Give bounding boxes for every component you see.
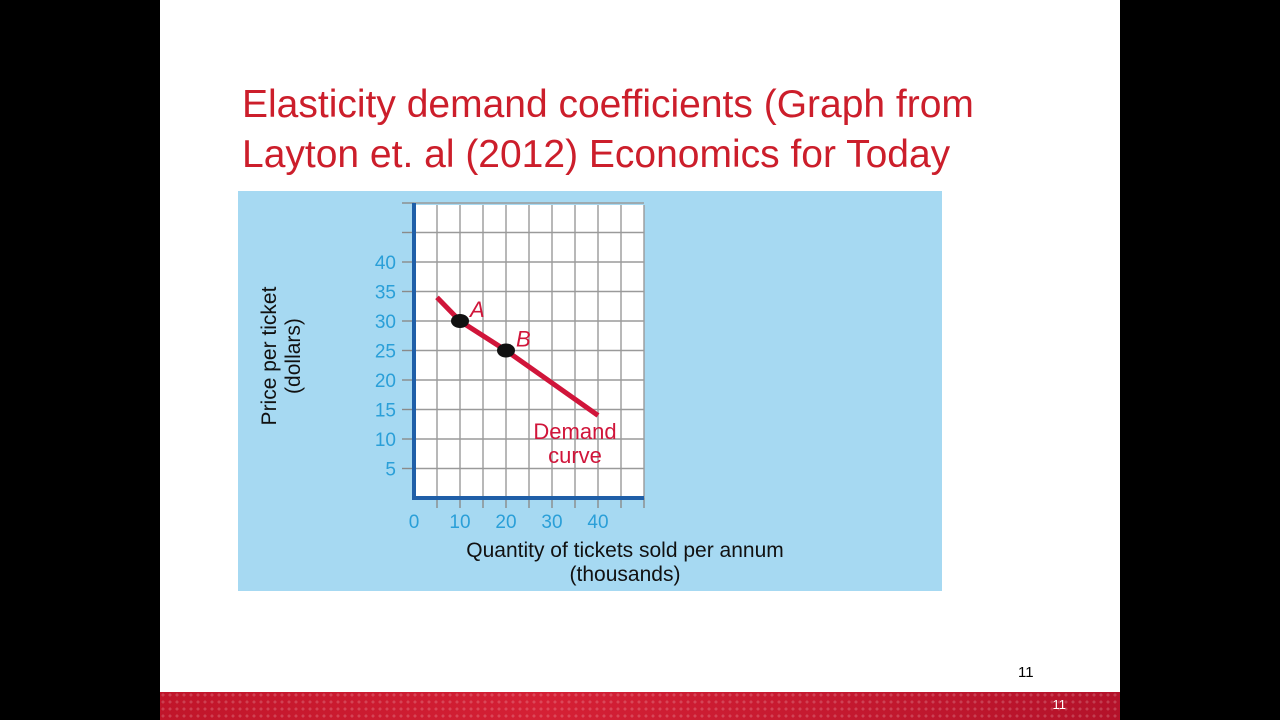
chart-panel: 5 10 15 20 25 30 35 40 0 10 20 30 40 A B Demand curve Qua… xyxy=(238,191,942,591)
footer-page-number: 11 xyxy=(1052,697,1067,712)
y-tick-label: 10 xyxy=(375,430,396,451)
slide-title-line-1: Elasticity demand coefficients (Graph fr… xyxy=(242,83,974,126)
x-axis-label: Quantity of tickets sold per annum xyxy=(466,539,784,562)
y-tick-label: 5 xyxy=(385,460,396,481)
y-tick-label: 25 xyxy=(375,342,396,363)
y-tick-label: 35 xyxy=(375,283,396,304)
x-tick-label: 10 xyxy=(449,512,470,533)
y-axis-label: (dollars) xyxy=(282,318,305,394)
footer-bar: 11 xyxy=(160,692,1120,720)
slide: Elasticity demand coefficients (Graph fr… xyxy=(160,0,1120,720)
demand-curve-annotation: Demand xyxy=(533,419,616,444)
demand-curve-annotation: curve xyxy=(548,443,602,468)
data-point-b xyxy=(497,343,515,358)
y-tick-label: 20 xyxy=(375,371,396,392)
demand-curve-line xyxy=(435,295,600,418)
x-axis-label: (thousands) xyxy=(570,563,681,586)
x-tick-label: 20 xyxy=(495,512,516,533)
y-tick-label: 30 xyxy=(375,312,396,333)
point-label-a: A xyxy=(468,297,485,322)
slide-title: Elasticity demand coefficients (Graph fr… xyxy=(242,80,1102,180)
x-tick-label: 0 xyxy=(409,512,420,533)
y-tick-label: 15 xyxy=(375,401,396,422)
y-tick-label: 40 xyxy=(375,253,396,274)
x-tick-label: 30 xyxy=(541,512,562,533)
point-label-b: B xyxy=(516,327,531,352)
data-point-a xyxy=(451,314,469,328)
y-axis-label: Price per ticket xyxy=(258,286,281,425)
x-tick-label: 40 xyxy=(587,512,608,533)
page-number: 11 xyxy=(1018,664,1034,681)
slide-title-line-2: Layton et. al (2012) Economics for Today xyxy=(242,133,951,176)
